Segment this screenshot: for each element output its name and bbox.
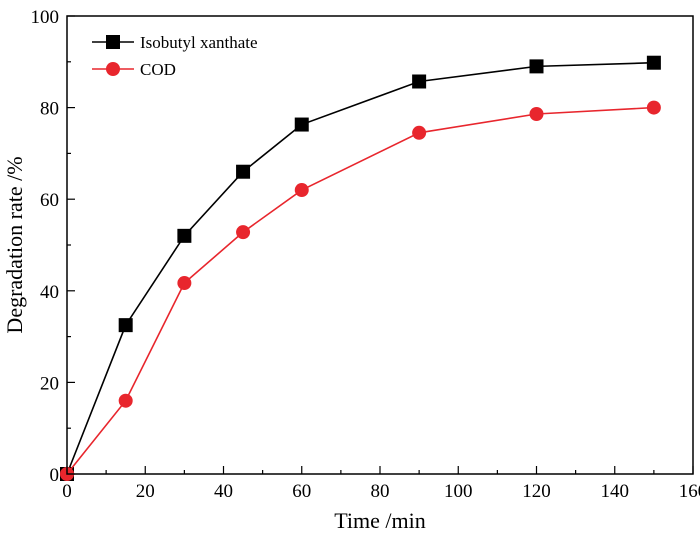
data-point-circle (177, 276, 192, 291)
y-tick-label: 0 (50, 465, 60, 486)
x-tick-label: 100 (444, 481, 473, 502)
data-point-square (177, 228, 192, 243)
y-tick-label: 60 (40, 190, 59, 211)
data-point-square (412, 74, 427, 89)
legend-marker-circle (106, 62, 120, 76)
legend-label: Isobutyl xanthate (140, 33, 258, 52)
data-point-circle (529, 107, 544, 122)
series-line-2 (66, 106, 654, 475)
data-point-square (529, 59, 544, 74)
legend: Isobutyl xanthate COD (92, 33, 258, 79)
data-point-circle (236, 225, 251, 240)
legend-label: COD (140, 60, 176, 79)
series-line-1 (66, 61, 654, 475)
y-tick-label: 40 (40, 282, 59, 303)
data-point-circle (646, 100, 661, 115)
x-tick-label: 0 (62, 481, 72, 502)
y-tick-label: 100 (31, 7, 60, 28)
x-axis-title: Time /min (334, 508, 426, 533)
data-point-square (236, 164, 251, 179)
x-tick-label: 60 (292, 481, 311, 502)
data-point-circle (412, 125, 427, 140)
data-point-circle (118, 393, 133, 408)
data-point-square (646, 55, 661, 70)
y-tick-label: 20 (40, 373, 59, 394)
y-tick-label: 80 (40, 99, 59, 120)
x-tick-label: 160 (679, 481, 700, 502)
plot-frame (66, 15, 694, 475)
x-tick-label: 40 (214, 481, 233, 502)
x-tick-label: 80 (371, 481, 390, 502)
x-tick-label: 20 (136, 481, 155, 502)
x-tick-label: 120 (522, 481, 551, 502)
data-series (60, 55, 661, 481)
axis-ticks: 0 20 40 60 80 100 120 140 160 0 20 40 60 80 100 (31, 7, 700, 502)
data-point-square (294, 117, 309, 132)
data-point-square (118, 318, 133, 333)
data-point-circle (294, 183, 309, 198)
legend-marker-square (106, 35, 120, 49)
y-axis-title: Degradation rate /% (2, 156, 27, 333)
x-tick-label: 140 (601, 481, 630, 502)
